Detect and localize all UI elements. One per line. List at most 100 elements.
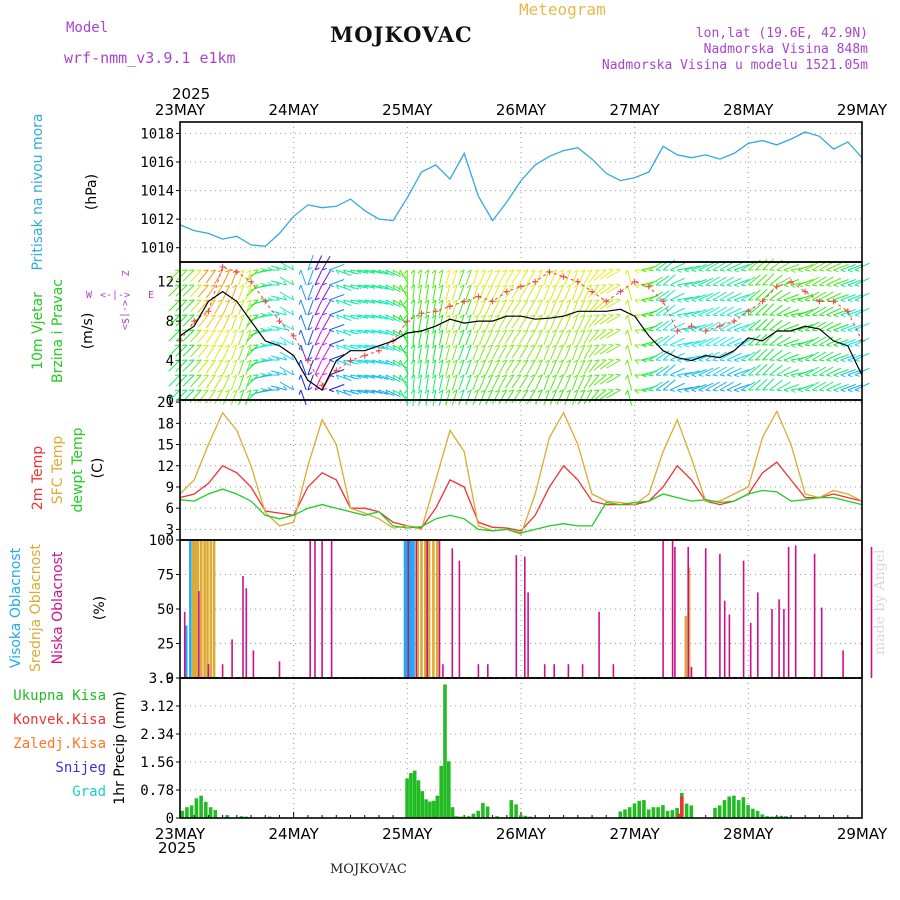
wind-barb [826,307,842,316]
wind-barb-head [232,389,238,393]
wind-barb-head [473,359,479,363]
wind-barb [833,339,849,346]
wind-barb [168,314,181,327]
wind-barb-head [501,269,507,273]
wind-barb [776,276,791,286]
wind-barb-head [573,374,579,378]
wind-barb [719,351,735,361]
wind-barb-head [459,284,465,288]
cloud-bar-2 [242,575,244,678]
wind-barb-head [580,374,586,378]
wind-barb [270,385,287,391]
wind-barb-head [573,284,579,288]
wind-barb [445,389,451,406]
wind-barb [314,360,323,376]
wind-barb-head [587,284,593,288]
wind-barb [307,314,314,331]
wind-barb-head [833,284,839,288]
cloud-bar-2 [527,592,529,678]
wind-barb [511,389,522,404]
wind-barb-head [217,374,223,378]
precip-bar-0 [481,802,485,818]
wind-barb-head [544,269,550,273]
wind-barb-head [321,312,327,316]
wind-barb-head [321,357,327,361]
footer-station: MOJKOVAC [330,862,407,877]
wind-barb [577,314,586,330]
cloud-bar-2 [515,555,518,678]
wind-barb [182,359,195,372]
wind-barb [833,354,849,361]
wind-barb-head [398,314,401,320]
wind-barb [526,359,536,375]
precip-bar-0 [760,814,765,818]
wind-barb [197,344,209,358]
wind-barb-head [239,314,245,318]
wind-barb-head [452,344,458,349]
wind-barb [776,351,791,361]
wind-barb [648,261,663,271]
wind-barb [300,389,307,406]
wind-barb [214,389,224,405]
wind-barb [826,322,842,331]
wind-barb [812,321,827,331]
wind-barb-head [371,359,376,365]
y-tick-label-4-1: 0.78 [140,783,174,799]
wind-barb-head [776,299,782,302]
wind-barb [769,289,783,301]
wind-barb [343,389,360,395]
wind-barb-head [566,329,571,333]
y-tick-label-0-3: 1016 [140,155,174,171]
wind-barb [740,276,756,286]
precip-bar-0 [736,800,741,818]
wind-barb-head [314,297,320,301]
precip-bar-0 [661,805,665,818]
wind-barb [599,284,614,295]
wind-barb [190,269,202,283]
wind-barb [246,374,259,387]
wind-barb-head [854,344,860,347]
wind-barb [321,255,331,271]
wind-barb-head [246,269,252,273]
wind-barb-head [826,329,832,332]
wind-barb [606,284,621,294]
precip-bar-0 [755,810,760,818]
wind-barb-head [291,370,295,376]
wind-barb-head [705,359,711,362]
wind-barb [740,291,756,301]
wind-barb-head [398,374,401,380]
wind-barb-head [196,374,202,377]
wind-barb [238,389,245,406]
wind-barb-head [826,284,832,287]
wind-barb [519,374,529,389]
cloud-bar-2 [314,540,316,678]
wind-barb [677,281,694,286]
wind-barb [733,354,750,361]
wind-gust-marker [262,298,269,305]
wind-unit: (m/s) [80,313,96,350]
wind-barb-head [594,359,600,362]
wind-barb [847,369,863,376]
wind-barb-head [385,269,389,275]
wind-barb [733,264,750,271]
wind-barb-head [684,344,690,348]
wind-barb-head [634,344,639,349]
wind-barb-head [677,374,682,378]
wind-barb-head [558,269,564,273]
wind-barb-head [624,374,629,380]
wind-barb [819,321,834,331]
wind-barb-head [392,344,396,350]
wind-barb [733,339,750,346]
wind-barb [511,359,522,374]
wind-barb [526,299,536,315]
model-altitude-label: Nadmorska Visina u modelu 1521.05m [601,58,868,73]
precip-bar-0 [194,798,199,818]
wind-barb [279,291,294,301]
wind-barb-head [558,374,564,378]
wind-barb-head [459,389,465,393]
precip-bar-0 [727,796,731,818]
wind-barb-head [459,359,465,363]
wind-barb-head [314,357,320,361]
wind-barb [472,284,479,301]
wind-barb-head [371,284,376,290]
